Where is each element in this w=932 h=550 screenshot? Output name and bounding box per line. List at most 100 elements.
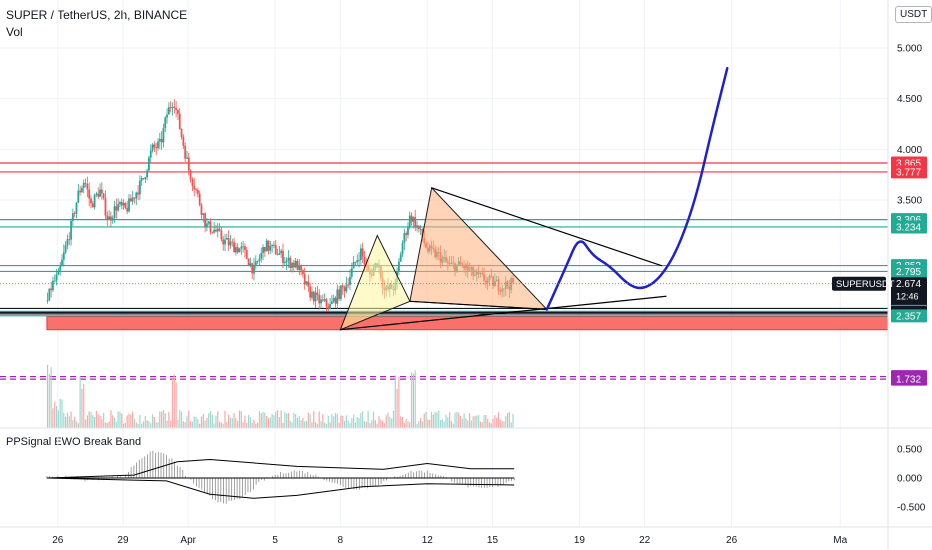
candle-body (66, 239, 69, 246)
volume-bar (180, 411, 183, 428)
volume-bar (202, 413, 204, 428)
candle-body (117, 204, 120, 211)
volume-bar (238, 410, 241, 428)
candle-body (196, 189, 199, 194)
volume-bar (182, 421, 184, 428)
candle-body (238, 248, 241, 253)
volume-bar (296, 417, 299, 428)
volume-bar (345, 415, 347, 428)
x-tick-label: 26 (726, 535, 738, 546)
candle-body (285, 260, 288, 263)
candle-body (137, 192, 139, 195)
volume-bar (153, 417, 155, 428)
volume-bar (409, 422, 411, 428)
candle-body (254, 261, 257, 266)
volume-bar (168, 411, 170, 428)
volume-bar (184, 422, 186, 428)
candle-body (97, 193, 100, 197)
volume-bar (374, 420, 376, 428)
candle-body (338, 289, 341, 299)
candle-body (186, 157, 188, 159)
candle-body (356, 260, 359, 263)
volume-bar (204, 420, 206, 428)
candle-body (340, 285, 342, 299)
volume-bar (258, 411, 261, 428)
volume-bar (199, 423, 201, 428)
volume-bar (510, 422, 512, 428)
candle-body (55, 274, 58, 281)
volume-bar (423, 413, 425, 428)
volume-bar (99, 415, 101, 428)
candle-body (296, 260, 299, 270)
volume-bar (438, 410, 440, 428)
candle-body (276, 254, 279, 256)
candle-body (77, 190, 80, 203)
level-label: 1.732 (896, 375, 921, 386)
volume-bar (162, 410, 165, 428)
volume-bar (217, 411, 219, 428)
volume-bar (392, 410, 395, 428)
candle-body (341, 285, 344, 288)
candle-body (229, 241, 232, 246)
candle-body (334, 297, 337, 304)
candle-body (240, 246, 243, 249)
volume-bar (77, 423, 79, 428)
candle-body (177, 109, 179, 114)
candle-body (99, 189, 101, 197)
volume-bar (159, 411, 161, 428)
candle-body (167, 107, 170, 115)
candle-body (336, 289, 339, 304)
candle-body (292, 262, 295, 268)
volume-bar (83, 383, 85, 428)
candle-body (140, 178, 143, 181)
volume-bar (128, 413, 130, 428)
x-tick-label: Ma (833, 535, 847, 546)
volume-bar (94, 416, 96, 428)
candle-body (200, 204, 203, 215)
volume-bar (506, 413, 509, 428)
candle-body (278, 253, 281, 255)
volume-bar (74, 416, 76, 428)
volume-bar (112, 415, 114, 428)
candle-body (303, 273, 306, 285)
candle-body (262, 247, 264, 253)
candle-body (119, 202, 121, 205)
candle-body (81, 187, 83, 193)
candle-body (233, 242, 235, 253)
trendline (431, 187, 663, 267)
candle-body (75, 202, 78, 214)
volume-bar (276, 410, 279, 428)
candle-body (234, 247, 237, 253)
volume-bar (447, 417, 449, 428)
volume-bar (365, 421, 367, 428)
candle-body (249, 263, 252, 266)
level-label: 2.795 (896, 267, 921, 278)
volume-bar (103, 412, 105, 428)
volume-bar (363, 421, 366, 428)
volume-bar (405, 419, 407, 428)
volume-bar (452, 423, 454, 428)
candle-body (283, 262, 286, 264)
candle-body (323, 299, 326, 301)
volume-bar (280, 410, 282, 428)
volume-bar (474, 416, 476, 428)
candle-body (265, 240, 268, 252)
x-tick-label: 19 (574, 535, 586, 546)
volume-bar (349, 423, 351, 428)
volume-bar (371, 420, 373, 428)
candle-body (106, 215, 109, 220)
volume-bar (61, 399, 63, 428)
candle-body (198, 193, 201, 205)
candle-body (280, 250, 283, 254)
volume-bar (92, 415, 94, 428)
candle-body (111, 217, 114, 221)
harmonic-triangle (409, 186, 549, 311)
candle-body (79, 190, 82, 193)
volume-bar (463, 413, 465, 428)
volume-bar (137, 423, 139, 428)
volume-bar (391, 418, 393, 428)
candle-body (407, 226, 409, 235)
level-label: 3.777 (896, 167, 921, 178)
volume-bar (499, 419, 501, 428)
